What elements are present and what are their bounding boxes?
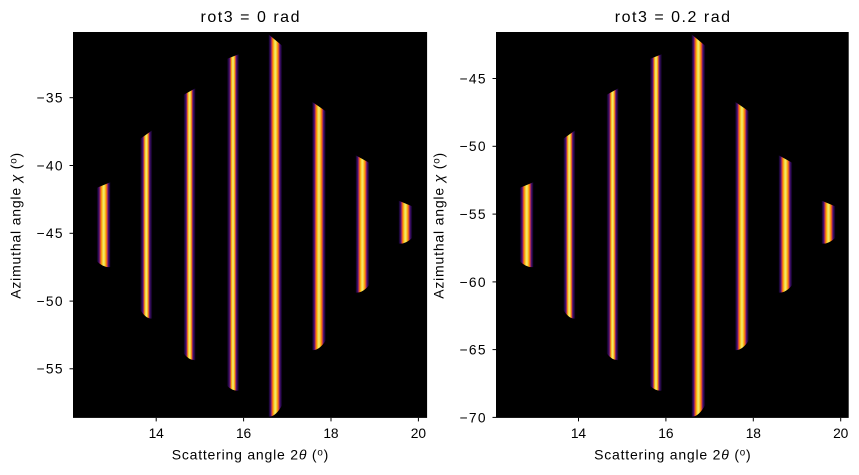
svg-text:14: 14 bbox=[149, 426, 165, 441]
svg-text:16: 16 bbox=[658, 426, 674, 441]
svg-text:Azimuthal angle χ (o): Azimuthal angle χ (o) bbox=[430, 153, 446, 299]
svg-text:−45: −45 bbox=[460, 71, 486, 86]
svg-text:−50: −50 bbox=[37, 294, 63, 309]
svg-text:14: 14 bbox=[571, 426, 587, 441]
svg-text:rot3 = 0.2 rad: rot3 = 0.2 rad bbox=[615, 9, 730, 26]
svg-text:−50: −50 bbox=[460, 139, 486, 154]
svg-text:Scattering angle 2θ (o): Scattering angle 2θ (o) bbox=[594, 446, 751, 462]
svg-text:−55: −55 bbox=[460, 207, 486, 222]
svg-text:Scattering angle 2θ (o): Scattering angle 2θ (o) bbox=[172, 446, 329, 462]
svg-text:−65: −65 bbox=[460, 343, 486, 358]
svg-text:20: 20 bbox=[411, 426, 427, 441]
svg-text:20: 20 bbox=[833, 426, 849, 441]
svg-text:Azimuthal angle χ (o): Azimuthal angle χ (o) bbox=[7, 153, 23, 299]
svg-text:−35: −35 bbox=[37, 91, 63, 106]
svg-text:−40: −40 bbox=[37, 158, 63, 173]
svg-text:−45: −45 bbox=[37, 226, 63, 241]
svg-text:−70: −70 bbox=[460, 410, 486, 425]
svg-text:rot3 = 0 rad: rot3 = 0 rad bbox=[201, 9, 300, 26]
svg-text:18: 18 bbox=[746, 426, 762, 441]
svg-text:16: 16 bbox=[236, 426, 252, 441]
svg-text:−55: −55 bbox=[37, 362, 63, 377]
svg-text:−60: −60 bbox=[460, 275, 486, 290]
svg-text:18: 18 bbox=[323, 426, 339, 441]
